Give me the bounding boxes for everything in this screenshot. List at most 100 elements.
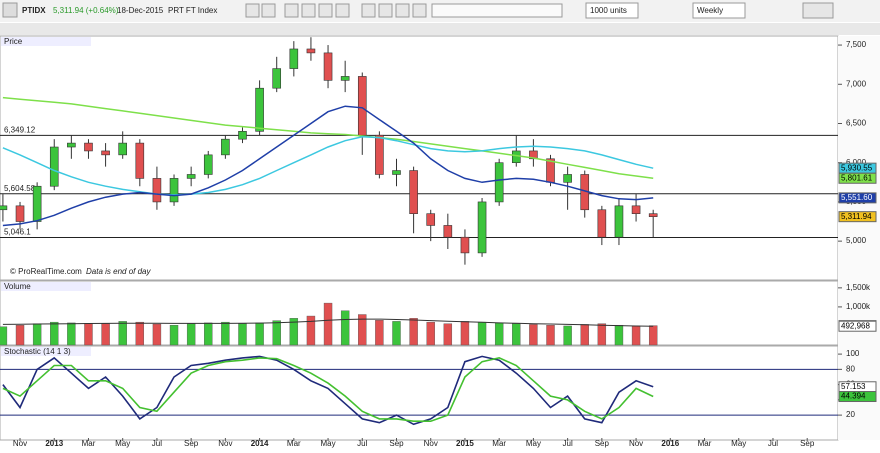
- tool-button[interactable]: [318, 3, 333, 18]
- volume-bar: [512, 323, 521, 346]
- volume-bar: [340, 310, 350, 346]
- candle-body: [32, 185, 42, 222]
- candle-body: [563, 174, 572, 183]
- tool-button[interactable]: [378, 3, 393, 18]
- x-tick-label: 2015: [456, 439, 474, 448]
- volume-bar: [32, 323, 42, 346]
- volume-bar: [152, 323, 162, 346]
- tool-button[interactable]: [335, 3, 350, 18]
- candle-body: [49, 146, 59, 187]
- candle-body: [221, 138, 230, 156]
- horizontal-line-label: 5,046.1: [4, 228, 31, 237]
- candle-body: [443, 225, 453, 238]
- volume-bar: [323, 302, 333, 346]
- candle-body: [255, 87, 264, 132]
- tool-button[interactable]: [284, 3, 299, 18]
- x-tick-label: May: [115, 439, 130, 448]
- period-value: Weekly: [697, 6, 723, 15]
- tool-button[interactable]: [245, 3, 260, 18]
- y-axis-area: [838, 36, 880, 440]
- volume-bar: [289, 318, 299, 346]
- tab-bar: [0, 23, 880, 35]
- candle-body: [84, 142, 93, 152]
- x-tick-label: Mar: [287, 439, 301, 448]
- candles: [0, 37, 658, 265]
- tool-button[interactable]: [261, 3, 276, 18]
- x-tick-label: 2013: [45, 439, 63, 448]
- x-tick-label: Jul: [152, 439, 162, 448]
- x-tick-label: Jul: [563, 439, 573, 448]
- tool-button[interactable]: [412, 3, 427, 18]
- candle-body: [152, 178, 162, 203]
- x-tick-label: Sep: [800, 439, 815, 448]
- tool-button[interactable]: [361, 3, 376, 18]
- y-tick-label: 1,000k: [846, 302, 871, 311]
- drawing-tools: [245, 2, 834, 19]
- value-marker: [838, 391, 877, 403]
- volume-bar: [238, 323, 247, 346]
- candle-body: [169, 178, 179, 203]
- volume-bar: [204, 322, 213, 346]
- x-tick-label: Sep: [184, 439, 199, 448]
- panel-header: [1, 347, 91, 356]
- y-tick-label: 100: [846, 349, 860, 358]
- candle-body: [272, 68, 282, 89]
- volume-bar: [494, 322, 504, 346]
- moving-average: [2, 105, 654, 227]
- eod-note: Data is end of day: [86, 267, 151, 276]
- volume-bar: [546, 324, 555, 346]
- x-tick-label: May: [320, 439, 335, 448]
- moving-average: [2, 96, 654, 180]
- volume-bar: [186, 323, 196, 346]
- volume-bar: [648, 325, 658, 346]
- volume-bar: [358, 314, 367, 346]
- value-marker-label: 5,551.60: [841, 193, 873, 202]
- tool-button[interactable]: [395, 3, 410, 18]
- volume-bar: [614, 324, 624, 346]
- volume-bar: [460, 321, 470, 346]
- volume-bar: [15, 324, 25, 346]
- x-tick-label: Nov: [218, 439, 232, 448]
- color-palette[interactable]: [431, 3, 563, 18]
- volume-bar: [392, 321, 401, 346]
- units-value: 1000 units: [590, 6, 627, 15]
- x-tick-label: 2014: [251, 439, 269, 448]
- candle-body: [323, 52, 333, 81]
- candle-body: [306, 48, 316, 54]
- candle-body: [67, 142, 76, 148]
- volume-bar: [272, 320, 281, 346]
- volume-bar: [443, 323, 453, 346]
- value-marker: [838, 192, 877, 204]
- volume-bar: [0, 326, 8, 346]
- x-tick-label: Sep: [389, 439, 404, 448]
- cursor-button[interactable]: [2, 2, 18, 18]
- x-tick-label: Jul: [768, 439, 778, 448]
- candle-body: [648, 213, 658, 217]
- period-dropdown[interactable]: [692, 2, 746, 19]
- tool-button[interactable]: [301, 3, 316, 18]
- quote-date: 18-Dec-2015: [117, 6, 164, 15]
- candle-body: [135, 142, 145, 179]
- candle-body: [460, 236, 470, 254]
- y-tick-label: 7,000: [846, 79, 867, 88]
- stochastic-panel: [0, 345, 839, 441]
- y-tick-label: 6,000: [846, 158, 867, 167]
- value-marker-label: 492,968: [841, 321, 870, 330]
- y-tick-label: 80: [846, 364, 855, 373]
- candle-body: [392, 170, 401, 175]
- x-tick-label: May: [731, 439, 746, 448]
- units-dropdown[interactable]: [585, 2, 639, 19]
- y-tick-label: 20: [846, 410, 855, 419]
- stochastic-line: [2, 357, 654, 422]
- volume-bar: [580, 324, 589, 346]
- symbol: PTIDX: [22, 6, 46, 15]
- candle-body: [426, 213, 436, 226]
- moving-average: [2, 136, 654, 196]
- candle-body: [357, 76, 367, 136]
- indicator-button[interactable]: [802, 2, 834, 19]
- x-tick-label: Nov: [13, 439, 27, 448]
- value-marker-label: 5,311.94: [841, 212, 872, 221]
- panel-header: [1, 282, 91, 291]
- volume-average: [2, 318, 654, 327]
- value-marker: [838, 320, 877, 332]
